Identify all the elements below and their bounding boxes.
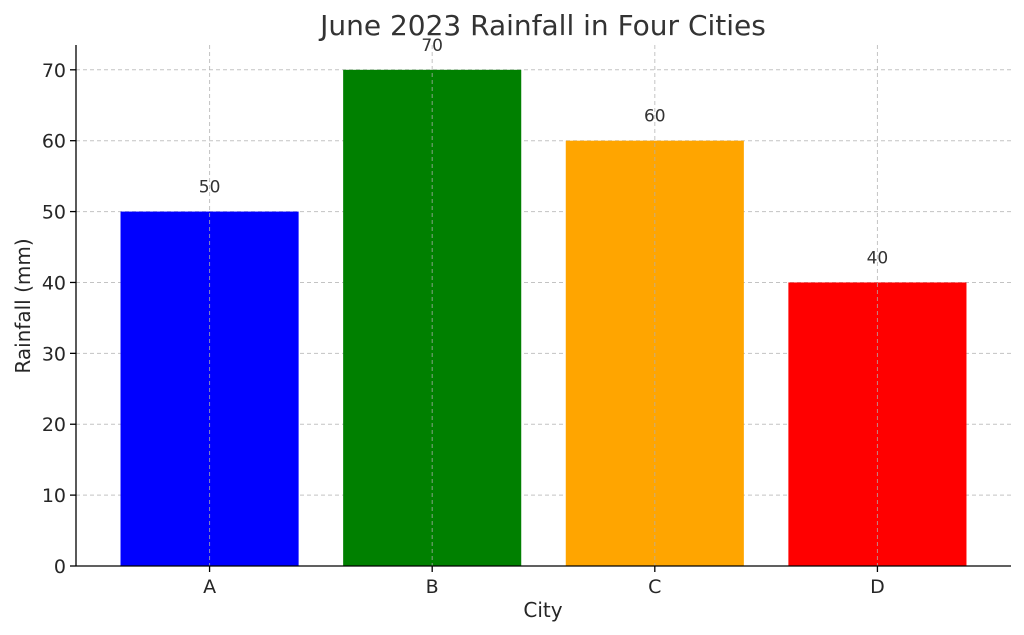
y-tick-label: 40: [42, 272, 66, 294]
y-axis-label: Rainfall (mm): [11, 238, 35, 373]
y-tick-label: 70: [42, 60, 66, 82]
y-tick-label: 60: [42, 131, 66, 153]
axes-layer: [70, 45, 1011, 572]
bar-value-label: 70: [421, 36, 443, 56]
x-tick-label: C: [648, 576, 661, 598]
x-tick-label: A: [203, 576, 216, 598]
bars-layer: [120, 69, 967, 567]
y-tick-label: 50: [42, 202, 66, 224]
chart-title: June 2023 Rainfall in Four Cities: [318, 9, 766, 42]
y-tick-label: 30: [42, 343, 66, 365]
x-tick-label: B: [426, 576, 439, 598]
bar-value-label: 60: [644, 107, 666, 127]
bar-value-label: 50: [199, 178, 221, 198]
y-tick-label: 0: [54, 556, 66, 578]
x-axis-label: City: [523, 598, 562, 622]
x-tick-label: D: [870, 576, 885, 598]
labels-layer: 0 10 20 30 40 50 60 70 A 50 B 70 C 60 D 40: [42, 36, 888, 598]
y-tick-label: 20: [42, 414, 66, 436]
y-tick-label: 10: [42, 485, 66, 507]
bar-value-label: 40: [867, 248, 889, 268]
